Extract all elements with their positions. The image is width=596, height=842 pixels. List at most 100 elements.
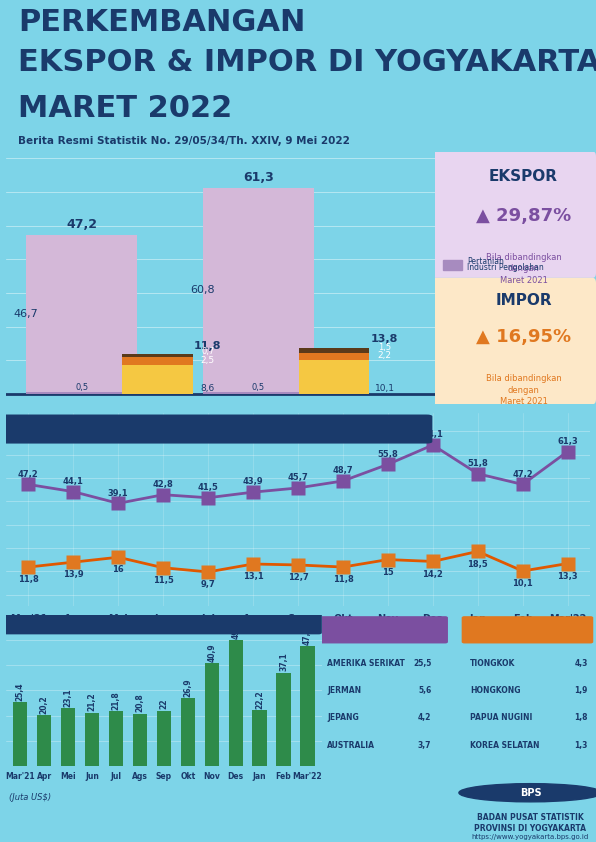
Text: KOREA SELATAN: KOREA SELATAN [470,740,539,749]
Bar [228,640,243,766]
Text: 20,2: 20,2 [40,695,49,714]
Text: 37,1: 37,1 [279,653,288,671]
Text: 1,3: 1,3 [575,740,588,749]
Text: 5,6: 5,6 [418,686,432,695]
FancyBboxPatch shape [3,613,322,634]
Text: JERMAN: JERMAN [327,686,361,695]
Text: 46,7: 46,7 [14,309,39,319]
Bar [133,714,147,766]
Text: EKSPOR: EKSPOR [489,169,558,184]
Text: 22,2: 22,2 [255,690,264,709]
Bar [300,647,315,766]
Text: 11,8: 11,8 [194,341,222,351]
Text: https://www.yogyakarta.bps.go.id: https://www.yogyakarta.bps.go.id [472,834,589,840]
Text: 41,5: 41,5 [198,483,219,492]
Text: 60,8: 60,8 [191,285,215,295]
Text: 47,2: 47,2 [18,470,39,478]
Bar [253,710,267,766]
Text: 9,7: 9,7 [201,580,216,589]
Text: 11,8: 11,8 [333,575,353,584]
Bar [37,715,51,766]
Text: 4,2: 4,2 [418,713,432,722]
Bar [26,392,137,394]
Text: 21,2: 21,2 [88,693,97,711]
Text: ▲ 16,95%: ▲ 16,95% [476,328,571,346]
Bar [203,188,314,392]
Bar [13,702,27,766]
Bar [181,698,195,766]
Text: 39,1: 39,1 [108,488,129,498]
Text: 0,5: 0,5 [75,382,88,392]
Text: 13,1: 13,1 [243,573,263,581]
Text: 49,9: 49,9 [231,621,240,639]
Text: Bila dibandingkan
dengan
Maret 2021: Bila dibandingkan dengan Maret 2021 [486,253,561,285]
Text: 1,8: 1,8 [575,713,588,722]
Bar [157,711,171,766]
Text: 2,2: 2,2 [378,351,392,360]
Text: 18,5: 18,5 [467,560,488,568]
Text: 3,7: 3,7 [418,740,432,749]
Text: 4,3: 4,3 [575,658,588,668]
Bar [122,365,193,394]
FancyBboxPatch shape [462,616,593,643]
Text: IMPOR: IMPOR [495,293,552,308]
Text: 43,9: 43,9 [243,477,263,487]
Bar [299,348,370,353]
Bar [443,260,462,270]
Bar [85,712,100,766]
Text: AUSTRALIA: AUSTRALIA [327,740,375,749]
Bar [122,357,193,365]
Text: 64,1: 64,1 [423,430,443,440]
Circle shape [459,784,596,802]
Text: 51,8: 51,8 [467,459,488,468]
Text: IMPOR
MARET 2022: IMPOR MARET 2022 [498,620,557,640]
Text: HONGKONG: HONGKONG [470,686,520,695]
FancyBboxPatch shape [319,616,448,643]
Text: MARET 2021: MARET 2021 [126,414,214,427]
Text: 15: 15 [382,568,394,577]
Text: ▲ 29,87%: ▲ 29,87% [476,207,571,225]
Text: EKSPOR & IMPOR DI YOGYAKARTA: EKSPOR & IMPOR DI YOGYAKARTA [18,49,596,77]
Text: 47,2: 47,2 [513,470,533,478]
Text: 26,9: 26,9 [184,679,193,697]
Bar [299,360,370,394]
Text: 42,8: 42,8 [153,480,173,489]
Text: Industri Pengolahan: Industri Pengolahan [467,264,544,272]
Bar [26,235,137,392]
Text: (Juta US$): (Juta US$) [9,792,51,802]
Bar [122,354,193,357]
Text: NERACA NILAI PERDAGANGAN DIY, MARET 2021–MARET 2022: NERACA NILAI PERDAGANGAN DIY, MARET 2021… [9,621,296,630]
Text: 13,8: 13,8 [371,334,398,344]
Text: 25,5: 25,5 [413,658,432,668]
Text: 44,1: 44,1 [63,477,84,486]
FancyBboxPatch shape [432,278,596,404]
Text: 25,4: 25,4 [16,682,25,701]
Text: EKSPOR-IMPOR DIY, MARET 2021–MARET 2022: EKSPOR-IMPOR DIY, MARET 2021–MARET 2022 [12,424,283,434]
Text: PERKEMBANGAN: PERKEMBANGAN [18,8,305,36]
Text: 22: 22 [159,699,169,709]
Text: 61,3: 61,3 [243,171,274,184]
Text: 47,5: 47,5 [303,626,312,645]
Text: 0,7: 0,7 [201,348,215,356]
Text: 2,5: 2,5 [201,356,215,365]
Text: 11,8: 11,8 [18,575,39,584]
Text: BPS: BPS [520,788,541,797]
Text: JEPANG: JEPANG [327,713,359,722]
Text: 11,5: 11,5 [153,576,173,585]
Text: AMERIKA SERIKAT: AMERIKA SERIKAT [327,658,405,668]
Text: 1,5: 1,5 [378,344,391,352]
FancyBboxPatch shape [432,152,596,278]
Text: 8,6: 8,6 [201,385,215,393]
Text: 55,8: 55,8 [377,450,398,459]
Text: Pertanian: Pertanian [467,257,504,266]
Text: TIONGKOK: TIONGKOK [470,658,516,668]
Bar [277,673,291,766]
Text: 47,2: 47,2 [66,218,97,231]
Text: 12,7: 12,7 [288,573,308,582]
Text: 0,5: 0,5 [252,382,265,392]
Text: PAPUA NUGINI: PAPUA NUGINI [470,713,532,722]
Bar [109,711,123,766]
Bar [203,392,314,394]
Text: 61,3: 61,3 [557,437,578,445]
Text: MARET 2022: MARET 2022 [18,94,232,123]
